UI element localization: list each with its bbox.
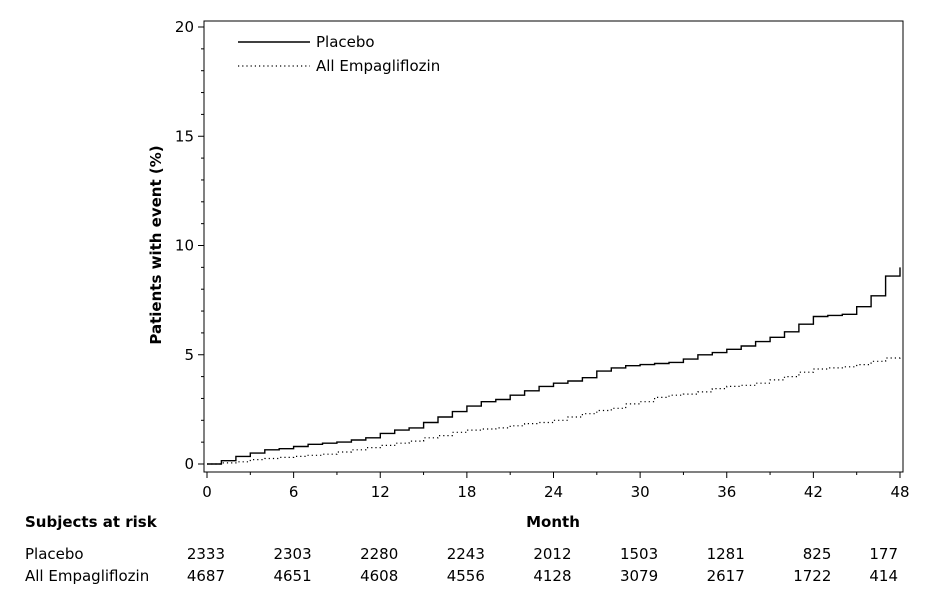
x-tick-label: 0 [202,483,212,501]
y-tick-label: 10 [175,237,194,255]
risk-cell: 2333 [187,545,225,563]
plot-frame [203,20,904,473]
risk-cell: 1503 [620,545,658,563]
risk-cell: 2243 [447,545,485,563]
risk-row-label: All Empagliflozin [25,567,149,585]
risk-cell: 4687 [187,567,225,585]
x-tick-label: 12 [371,483,390,501]
x-tick-label: 30 [631,483,650,501]
series-line-placebo [207,267,901,465]
risk-cell: 414 [869,567,898,585]
risk-cell: 4608 [360,567,398,585]
legend: Placebo All Empagliflozin [238,33,440,75]
risk-cell: 2012 [533,545,571,563]
risk-cell: 1722 [793,567,831,585]
x-tick-label: 36 [717,483,736,501]
risk-cell: 2280 [360,545,398,563]
risk-cell: 177 [869,545,898,563]
y-tick-label: 5 [184,346,194,364]
x-tick-label: 6 [289,483,299,501]
x-tick-label: 48 [890,483,909,501]
x-tick-label: 18 [457,483,476,501]
legend-label: All Empagliflozin [316,57,440,75]
y-axis-title: Patients with event (%) [147,145,165,344]
x-axis-title: Month [526,513,580,531]
risk-cell: 2303 [273,545,311,563]
series-layer [207,267,901,465]
risk-table-title: Subjects at risk [25,513,158,531]
risk-cell: 2617 [707,567,745,585]
risk-row-label: Placebo [25,545,84,563]
risk-cell: 1281 [707,545,745,563]
y-tick-label: 0 [184,455,194,473]
ticks: 0 6 12 18 24 30 36 42 48 0 5 10 15 20 [175,18,910,501]
risk-cell: 3079 [620,567,658,585]
axes [203,20,904,473]
risk-cell: 4556 [447,567,485,585]
risk-table: Subjects at risk Placebo 2333 2303 2280 2243… [25,513,898,585]
legend-label: Placebo [316,33,375,51]
series-line-empagliflozin [207,355,901,465]
x-tick-label: 42 [804,483,823,501]
x-tick-label: 24 [544,483,563,501]
risk-cell: 825 [803,545,832,563]
risk-cell: 4128 [533,567,571,585]
risk-cell: 4651 [273,567,311,585]
y-tick-label: 20 [175,18,194,36]
y-tick-label: 15 [175,127,194,145]
